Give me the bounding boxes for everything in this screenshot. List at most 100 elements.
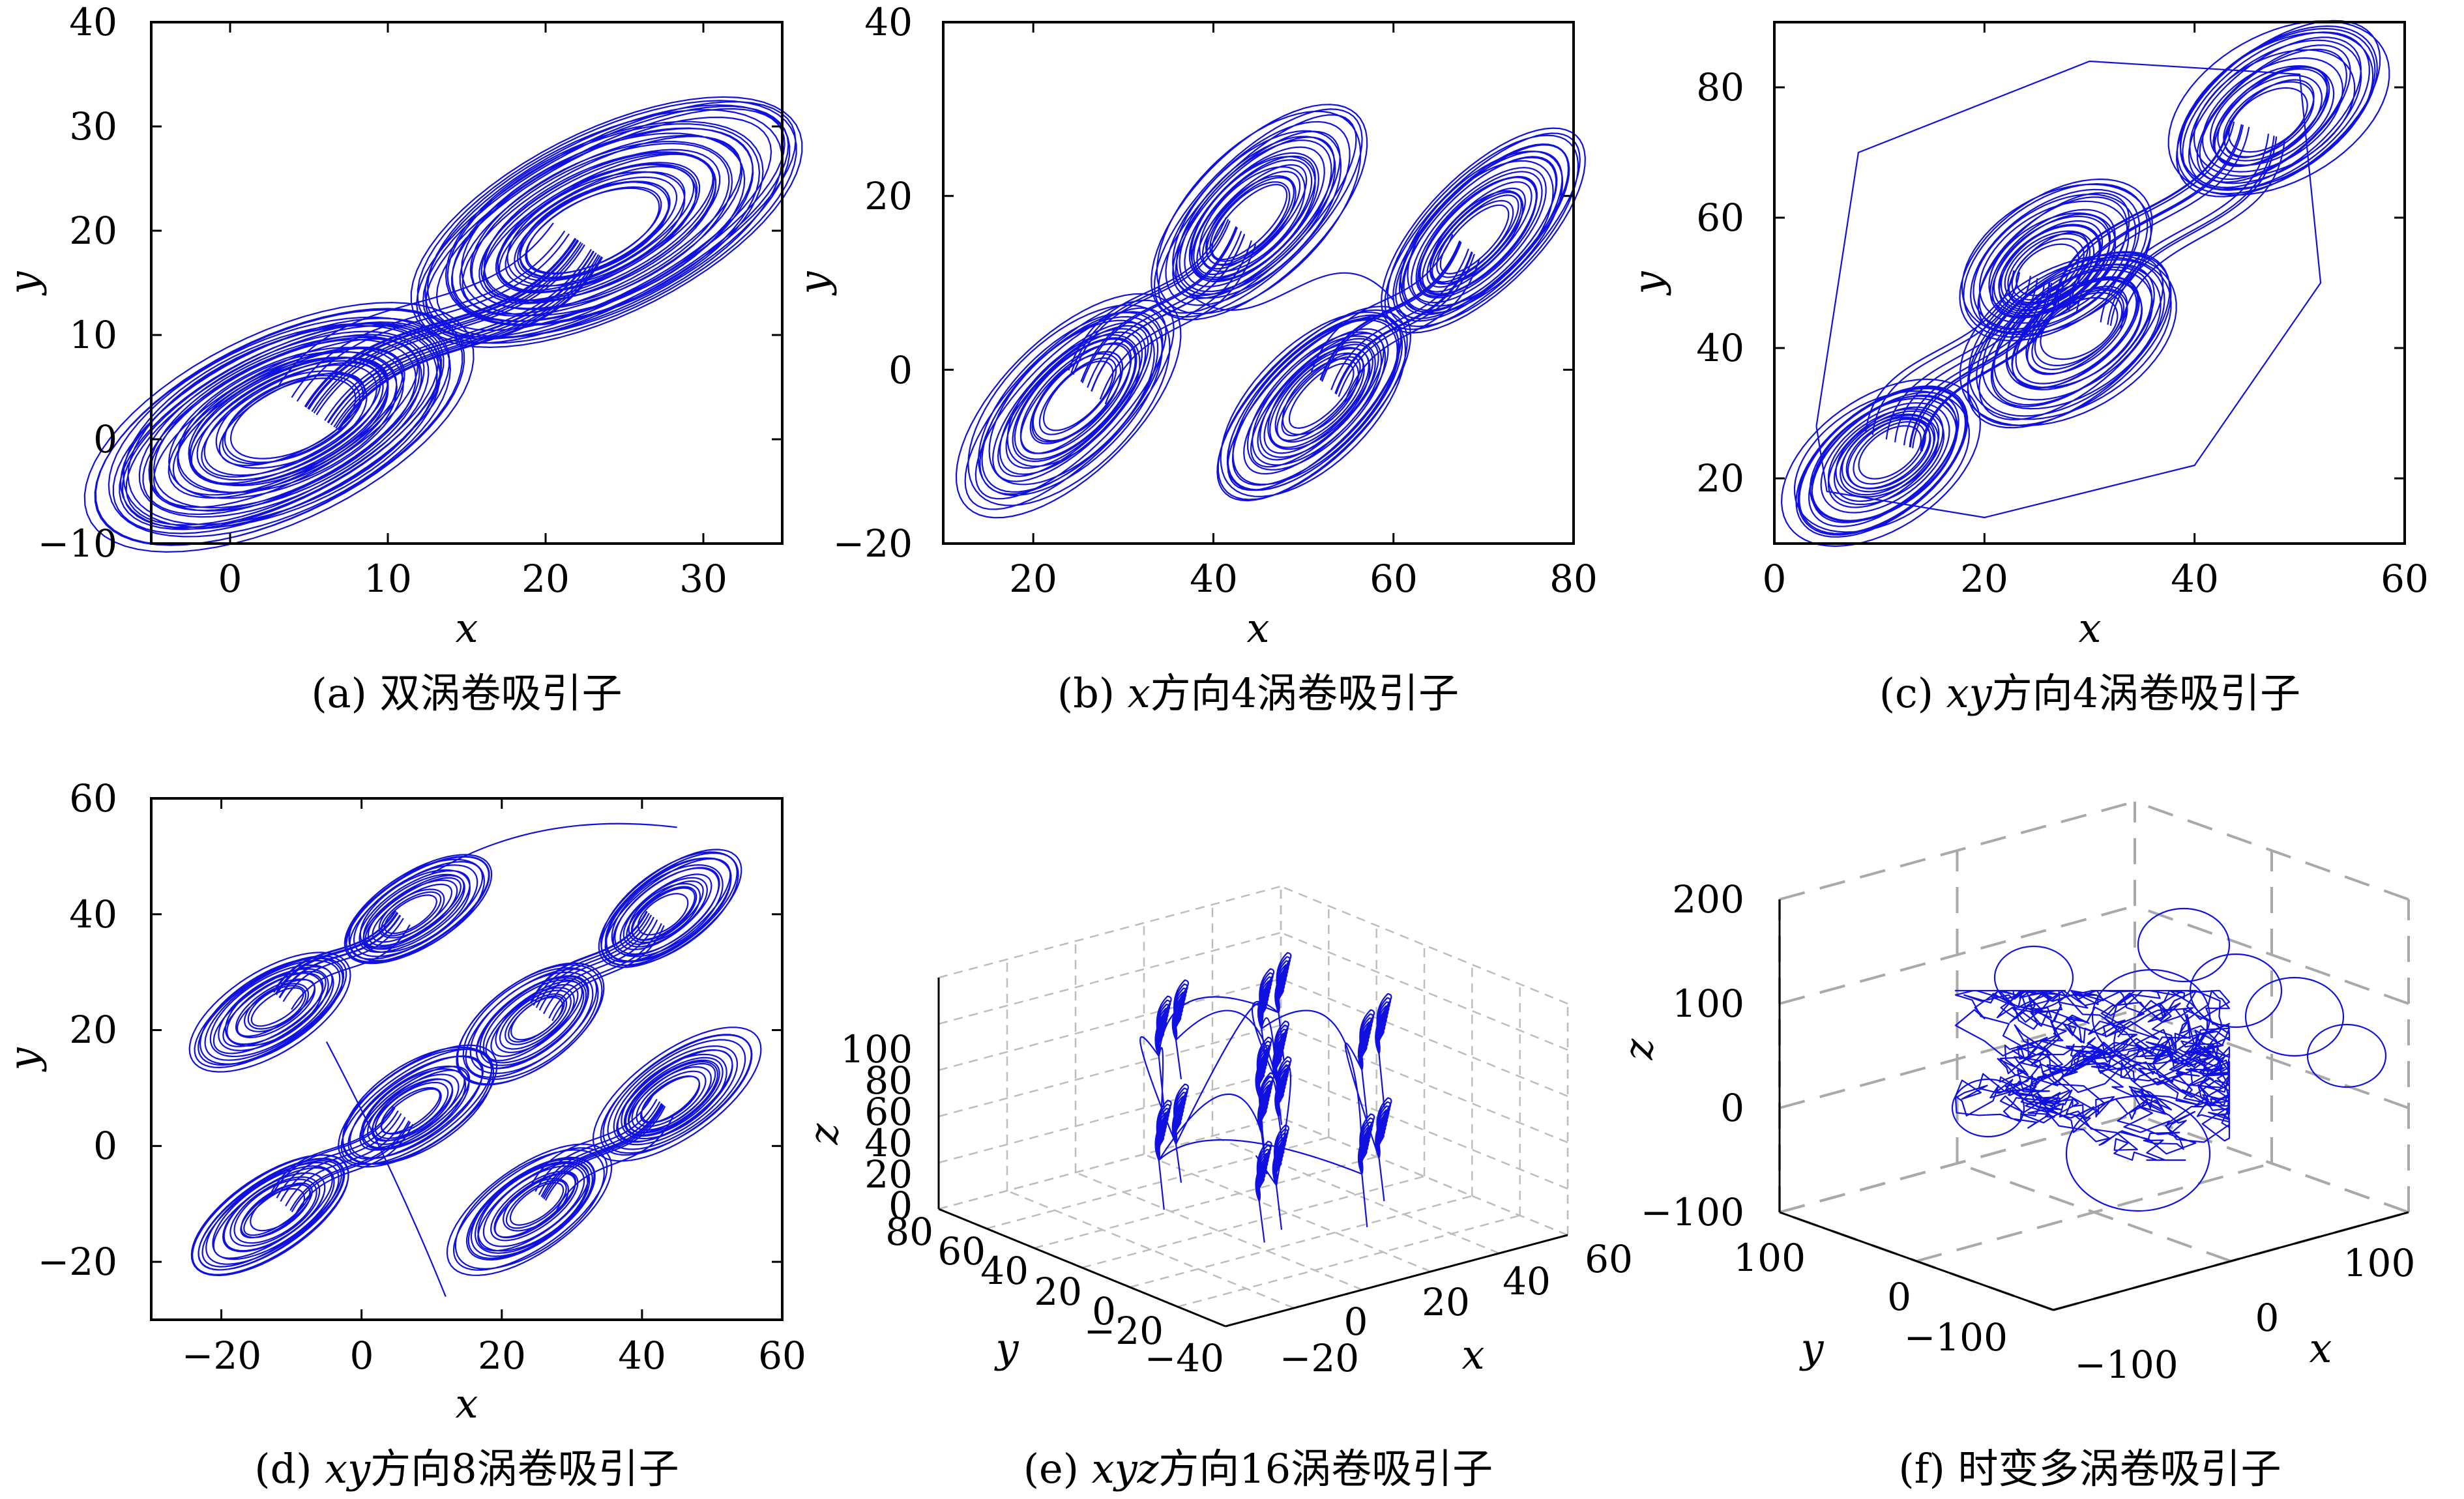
z-tick-label: 200 — [1672, 877, 1744, 922]
y-tick-label: 60 — [1696, 196, 1744, 240]
panel-caption: (a) 双涡卷吸引子 — [311, 669, 622, 717]
panel-caption: (d) xy方向8涡卷吸引子 — [254, 1445, 679, 1492]
caption-text: 方向8涡卷吸引子 — [370, 1445, 679, 1492]
z-tick-label: 20 — [864, 1152, 913, 1197]
scroll-bridge — [270, 1106, 414, 1215]
y-axis-label: y — [1624, 271, 1672, 297]
scroll-leaf — [1154, 995, 1172, 1110]
x-axis-label: x — [1247, 604, 1270, 652]
x-axis-label: x — [456, 604, 478, 652]
grid-line — [1779, 800, 2135, 901]
z-tick-label: 0 — [888, 1184, 913, 1228]
excursion-loop — [1993, 945, 2074, 1010]
panel-a-plot-area — [83, 96, 803, 553]
excursion-loop — [2137, 907, 2231, 983]
y-tick-label: 0 — [1887, 1275, 1911, 1319]
caption-text: 方向16涡卷吸引子 — [1158, 1445, 1493, 1492]
y-tick-label: −20 — [1084, 1309, 1164, 1353]
excursion-loop — [1951, 1078, 2025, 1138]
x-tick-label: 20 — [1009, 557, 1057, 601]
grid-line — [1143, 1153, 1431, 1273]
y-tick-label: −100 — [1904, 1315, 2008, 1360]
z-tick-label: −100 — [1641, 1190, 1744, 1234]
z-axis-label: z — [800, 1123, 847, 1145]
y-axis-label: y — [1798, 1324, 1824, 1372]
panel-b-x-ticks — [943, 22, 1575, 545]
panel-d-plot-area — [188, 822, 762, 1297]
y-axis-label: y — [790, 271, 838, 297]
z-tick-label: 100 — [840, 1027, 913, 1071]
y-tick-label: 10 — [69, 313, 117, 357]
scroll-loops-1 — [83, 302, 475, 553]
y-tick-label: 0 — [93, 1124, 117, 1168]
grid-line — [2134, 905, 2409, 1005]
y-tick-label: 40 — [69, 892, 117, 937]
axis-line — [1225, 1234, 1568, 1328]
y-axis-label: y — [0, 271, 48, 297]
grid-line — [1280, 1116, 1568, 1236]
grid-line — [938, 1024, 1282, 1118]
y-tick-label: 40 — [864, 0, 913, 44]
grid-line — [938, 1070, 1282, 1164]
panel-d-axes-frame — [150, 797, 784, 1321]
caption-variable: x — [1128, 669, 1151, 717]
x-tick-label: 60 — [1370, 557, 1418, 601]
y-tick-label: 20 — [69, 1008, 117, 1052]
scroll-leaf — [1357, 1009, 1375, 1118]
panel-e: 0 20 40 60 80 100 −40 −20 0 20 40 60 80 … — [800, 885, 1633, 1492]
scroll-bridge — [530, 910, 665, 1021]
panel-caption: (c) xy方向4涡卷吸引子 — [1879, 669, 2300, 717]
y-tick-label: 100 — [1733, 1236, 1806, 1280]
grid-line — [1280, 931, 1568, 1051]
x-axis-label: x — [2079, 604, 2102, 652]
panel-caption: (b) x方向4涡卷吸引子 — [1057, 669, 1459, 717]
scroll-loops-1 — [1781, 378, 1981, 547]
scroll-leaf — [1274, 952, 1292, 1060]
y-tick-label: −20 — [833, 521, 913, 566]
scroll-loops-1 — [955, 293, 1182, 519]
grid-line — [1779, 905, 2135, 1005]
grid-line — [1779, 1009, 2135, 1109]
z-tick-label: 40 — [864, 1121, 913, 1165]
z-tick-label: 60 — [864, 1090, 913, 1134]
grid-line — [1130, 1195, 1473, 1288]
scroll-bridge — [529, 1095, 675, 1211]
excursion-loop — [2244, 976, 2345, 1057]
x-tick-label: 20 — [521, 557, 570, 601]
panel-f-plot-area — [1951, 907, 2387, 1212]
grid-line — [1916, 1162, 2272, 1262]
y-axis-label: y — [0, 1047, 48, 1073]
x-tick-label: 0 — [350, 1333, 374, 1378]
caption-label: (c) — [1879, 669, 1933, 717]
scroll-bridge — [272, 910, 411, 1010]
y-tick-label: 0 — [888, 348, 913, 392]
caption-variable: xyz — [1092, 1445, 1159, 1492]
panel-c-axes-frame — [1773, 21, 2406, 545]
excursion-loop — [1815, 60, 2322, 519]
axis-line — [938, 1208, 1226, 1328]
scroll-loops-1 — [446, 1143, 613, 1276]
scroll-connector — [1139, 996, 1380, 1186]
scroll-leaf — [1255, 1141, 1272, 1243]
x-tick-label: 20 — [1960, 557, 2008, 601]
excursion-loop — [2189, 953, 2283, 1028]
grid-line — [1280, 978, 1568, 1098]
panel-b: 20 40 60 80 −20 0 20 40 x y (b) x方向4涡卷吸引… — [790, 0, 1598, 717]
panel-e-3d-grid — [937, 885, 1569, 1328]
y-tick-label: 40 — [980, 1249, 1029, 1293]
z-tick-label: 100 — [1672, 982, 1744, 1026]
panel-c-plot-area — [1781, 20, 2390, 547]
scroll-bridge — [1068, 217, 1257, 405]
x-tick-label: −20 — [182, 1333, 261, 1378]
scroll-leaf — [1274, 1056, 1292, 1154]
grid-line — [1280, 1070, 1568, 1190]
grid-line — [1280, 1024, 1568, 1144]
z-axis-label: z — [1615, 1038, 1662, 1060]
panel-b-axes-frame — [942, 21, 1575, 545]
x-axis-label: x — [2310, 1324, 2332, 1372]
scroll-leaf — [1257, 968, 1275, 1066]
grid-line — [2134, 800, 2409, 901]
x-tick-label: 100 — [2343, 1241, 2416, 1285]
y-tick-label: −10 — [38, 521, 117, 566]
